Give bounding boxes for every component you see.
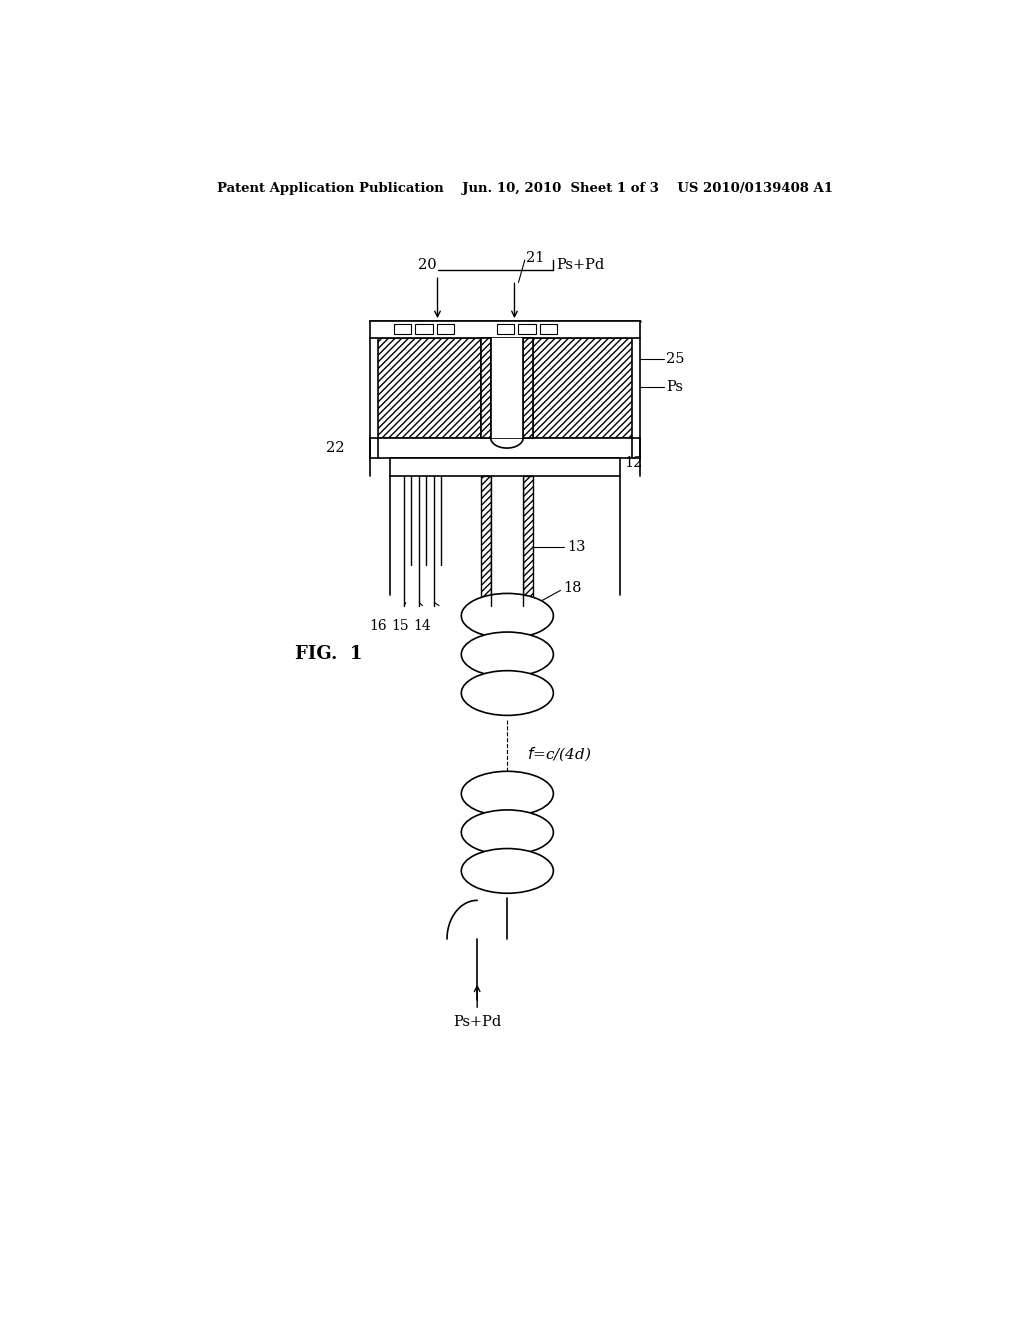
Bar (378, 338, 481, 438)
Text: Patent Application Publication    Jun. 10, 2010  Sheet 1 of 3    US 2010/0139408: Patent Application Publication Jun. 10, … (217, 182, 833, 195)
Bar (370, 321, 640, 338)
Bar (518, 325, 536, 334)
Text: 15: 15 (391, 619, 409, 634)
Bar (394, 325, 412, 334)
Bar (370, 438, 640, 458)
Text: 22: 22 (327, 441, 345, 455)
Ellipse shape (461, 632, 553, 677)
Bar (416, 325, 433, 334)
Text: 16: 16 (370, 619, 387, 634)
Text: 18: 18 (563, 581, 582, 595)
Text: 13: 13 (567, 540, 586, 553)
Bar (390, 458, 621, 475)
Text: 21: 21 (526, 251, 545, 265)
Bar (490, 338, 523, 438)
Ellipse shape (461, 594, 553, 638)
Bar (532, 338, 632, 438)
Text: 14: 14 (414, 619, 431, 634)
Text: FIG.  1: FIG. 1 (295, 645, 362, 664)
Bar (497, 325, 514, 334)
Text: 12: 12 (624, 457, 642, 470)
Text: $f$=c/(4d): $f$=c/(4d) (527, 746, 592, 763)
Text: Ps+Pd: Ps+Pd (557, 259, 605, 272)
Text: Ps+Pd: Ps+Pd (453, 1015, 502, 1030)
Bar (523, 475, 532, 606)
Text: Ps: Ps (666, 380, 683, 395)
Ellipse shape (461, 671, 553, 715)
Text: 20: 20 (418, 259, 436, 272)
Bar (481, 475, 490, 606)
Bar (540, 325, 557, 334)
Ellipse shape (461, 771, 553, 816)
Bar (436, 325, 455, 334)
Bar (490, 475, 523, 606)
Bar (481, 338, 490, 438)
Bar (523, 338, 532, 438)
Text: 25: 25 (666, 351, 685, 366)
Ellipse shape (461, 810, 553, 854)
Ellipse shape (461, 849, 553, 894)
